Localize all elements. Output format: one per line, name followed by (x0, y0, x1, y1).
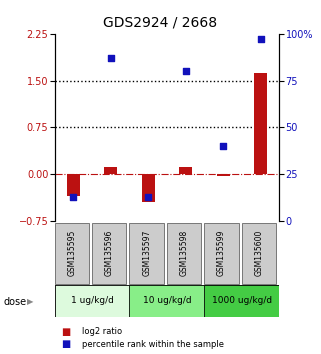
Bar (142, 175, 155, 202)
Text: GSM135595: GSM135595 (67, 230, 76, 276)
Text: GSM135596: GSM135596 (105, 230, 114, 276)
Point (258, 36, 263, 42)
Text: ▶: ▶ (27, 297, 34, 306)
Bar (129, 223, 164, 284)
Text: GSM135599: GSM135599 (217, 230, 226, 276)
Bar (129, 285, 204, 317)
Text: dose: dose (3, 297, 26, 307)
Text: ■: ■ (61, 327, 70, 337)
Text: GSM135600: GSM135600 (255, 230, 264, 276)
Text: log2 ratio: log2 ratio (82, 327, 122, 336)
Bar (92, 223, 126, 284)
Text: 1 ug/kg/d: 1 ug/kg/d (71, 296, 113, 306)
Text: 1000 ug/kg/d: 1000 ug/kg/d (212, 296, 272, 306)
Text: GSM135598: GSM135598 (180, 230, 189, 276)
Text: ■: ■ (61, 339, 70, 349)
Bar (55, 285, 129, 317)
Bar (55, 223, 89, 284)
Point (108, 55, 113, 61)
Text: GDS2924 / 2668: GDS2924 / 2668 (103, 16, 218, 30)
Bar (167, 223, 201, 284)
Bar (67, 175, 80, 196)
Text: GSM135597: GSM135597 (142, 230, 151, 276)
Bar (204, 223, 239, 284)
Bar (217, 175, 230, 176)
Bar (204, 285, 279, 317)
Bar (104, 167, 117, 175)
Bar (254, 73, 267, 175)
Text: percentile rank within the sample: percentile rank within the sample (82, 339, 224, 349)
Point (71, 194, 76, 200)
Bar (242, 223, 276, 284)
Point (146, 194, 151, 200)
Text: 10 ug/kg/d: 10 ug/kg/d (143, 296, 191, 306)
Point (183, 68, 188, 74)
Point (221, 143, 226, 149)
Bar (179, 167, 192, 175)
